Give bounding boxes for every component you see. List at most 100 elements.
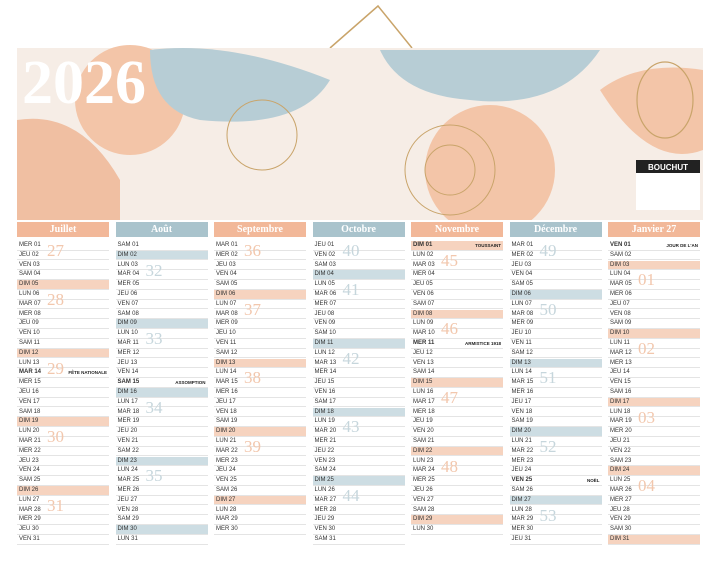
day-row: MAR 22: [214, 447, 306, 457]
day-label: LUN 19: [314, 418, 335, 425]
week-number: 46: [441, 319, 458, 339]
day-row: DIM 18: [312, 407, 405, 418]
day-row: JEU 12: [411, 349, 503, 359]
day-row: SAM 29: [115, 515, 208, 526]
day-row: SAM 25: [17, 476, 109, 486]
day-label: DIM 23: [117, 457, 137, 464]
day-row: VEN 27: [411, 496, 503, 506]
day-label: JEU 10: [511, 330, 532, 337]
day-label: JEU 19: [413, 418, 433, 425]
day-row: MAR 04: [115, 270, 208, 281]
week-number: 53: [539, 505, 557, 525]
day-row: LUN 28: [214, 506, 306, 516]
day-label: DIM 24: [610, 467, 630, 474]
day-row: DIM 17: [608, 397, 700, 408]
day-label: VEN 30: [314, 526, 336, 533]
week-number: 34: [145, 397, 163, 417]
day-row: JEU 24: [509, 466, 602, 477]
day-row: JEU 01 40: [312, 241, 405, 260]
day-row: SAM 05: [214, 280, 306, 290]
day-label: LUN 16: [413, 389, 434, 395]
day-row: MAR 13: [312, 359, 405, 369]
day-label: MAR 29: [511, 516, 534, 523]
day-label: JEU 24: [511, 467, 532, 474]
day-row: DIM 27: [214, 495, 306, 506]
day-label: SAM 03: [314, 261, 336, 268]
day-label: VEN 27: [413, 496, 434, 503]
day-label: LUN 03: [117, 261, 138, 268]
day-label: LUN 23: [413, 457, 434, 464]
holiday-name: NOËL: [586, 477, 600, 483]
day-row: DIM 06: [214, 290, 306, 300]
day-row: MER 08: [17, 310, 109, 320]
day-label: LUN 04: [610, 271, 631, 278]
day-label: VEN 07: [117, 300, 139, 307]
day-label: DIM 27: [511, 496, 531, 503]
day-row: LUN 19 43: [312, 417, 405, 436]
day-label: MAR 05: [610, 281, 632, 288]
week-number: 35: [145, 466, 163, 486]
day-label: JEU 30: [19, 526, 39, 533]
day-label: JEU 12: [413, 349, 433, 356]
day-label: JEU 20: [117, 428, 138, 435]
day-label: MER 12: [117, 349, 140, 356]
day-label: MER 30: [511, 526, 534, 533]
holiday-name: ARMISTICE 1918: [464, 340, 501, 346]
month-column: Août SAM 01 DIM 02 LUN 03 32 MAR 04 MER 05 JEU …: [115, 222, 208, 545]
week-number: 02: [638, 339, 655, 358]
day-label: VEN 03: [19, 261, 40, 268]
day-row: MAR 28: [17, 506, 109, 516]
day-row: DIM 16: [115, 388, 208, 398]
day-label: JEU 17: [216, 398, 236, 405]
day-label: VEN 08: [610, 310, 631, 317]
day-row: DIM 13: [214, 358, 306, 369]
day-row: MAR 19: [608, 417, 700, 428]
day-label: MER 09: [511, 320, 534, 327]
day-label: JEU 16: [19, 389, 39, 395]
day-label: MAR 08: [511, 310, 534, 317]
day-row: MER 26: [115, 486, 208, 496]
day-label: MER 02: [511, 251, 534, 258]
day-label: LUN 24: [117, 467, 138, 474]
day-label: JEU 09: [19, 320, 39, 327]
day-row: MER 14: [312, 368, 405, 379]
day-label: DIM 20: [216, 428, 236, 435]
day-label: MAR 03: [413, 261, 435, 268]
month-header: Décembre: [509, 222, 602, 237]
day-row: MAR 14 FÊTE NATIONALE: [17, 368, 109, 379]
day-label: LUN 06: [19, 291, 40, 297]
day-row: SAM 02: [608, 251, 700, 261]
day-label: MER 22: [19, 447, 41, 454]
day-row: VEN 17: [17, 398, 109, 408]
month-column: Juillet MER 01 27 JEU 02 VEN 03 SAM 04 DIM 05 L…: [17, 222, 109, 545]
day-row: JEU 24: [214, 466, 306, 477]
day-row: JEU 22: [312, 447, 405, 457]
day-label: SAM 01: [117, 242, 139, 248]
day-row: SAM 18: [17, 408, 109, 418]
year-title: 2026: [22, 49, 146, 117]
day-label: SAM 30: [610, 526, 632, 533]
day-row: DIM 11: [312, 339, 405, 349]
day-label: JEU 10: [216, 330, 236, 337]
day-row: SAM 26: [509, 486, 602, 496]
day-label: LUN 07: [511, 300, 532, 307]
day-row: MAR 03: [411, 261, 503, 271]
day-label: MAR 24: [413, 467, 435, 474]
day-row: JEU 09: [17, 319, 109, 330]
day-label: JEU 03: [511, 261, 532, 268]
day-label: MER 23: [511, 457, 534, 464]
day-row: LUN 10 33: [115, 329, 208, 348]
day-row: SAM 14: [411, 368, 503, 379]
day-row: VEN 25 NOËL: [509, 476, 602, 486]
day-label: MAR 13: [314, 359, 337, 366]
day-row: DIM 13: [509, 358, 602, 369]
day-label: SAM 25: [19, 477, 41, 484]
day-row: DIM 05: [17, 280, 109, 290]
day-label: JEU 22: [314, 447, 335, 454]
day-label: LUN 31: [117, 536, 138, 542]
day-row: LUN 14 38: [214, 368, 306, 387]
day-row: LUN 07 37: [214, 300, 306, 319]
day-row: SAM 19: [214, 417, 306, 428]
day-label: MER 26: [117, 487, 140, 493]
